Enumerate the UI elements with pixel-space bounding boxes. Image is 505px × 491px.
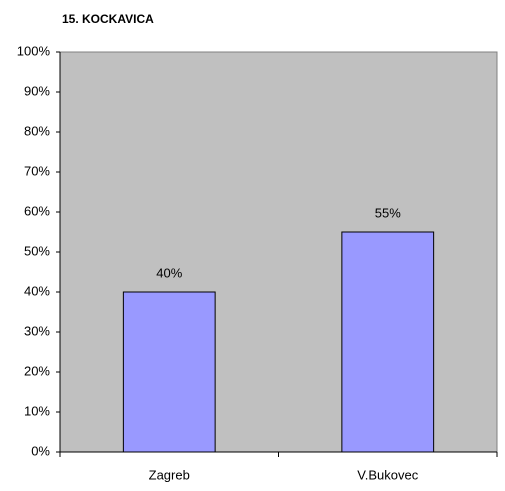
x-tick-label: V.Bukovec: [357, 467, 418, 482]
y-tick-label: 30%: [24, 323, 50, 338]
bar: [341, 231, 435, 453]
y-tick-label: 70%: [24, 163, 50, 178]
y-tick-label: 20%: [24, 363, 50, 378]
y-tick-label: 0%: [31, 443, 50, 458]
y-tick-label: 80%: [24, 123, 50, 138]
chart-title: 15. KOCKAVICA: [62, 12, 154, 26]
y-tick-label: 40%: [24, 283, 50, 298]
y-tick-label: 90%: [24, 83, 50, 98]
y-tick-label: 60%: [24, 203, 50, 218]
y-tick-label: 100%: [17, 43, 51, 58]
x-tick-label: Zagreb: [149, 467, 190, 482]
bar: [122, 291, 216, 453]
data-label: 40%: [156, 265, 182, 280]
data-label: 55%: [375, 205, 401, 220]
y-tick-label: 10%: [24, 403, 50, 418]
y-tick-label: 50%: [24, 243, 50, 258]
